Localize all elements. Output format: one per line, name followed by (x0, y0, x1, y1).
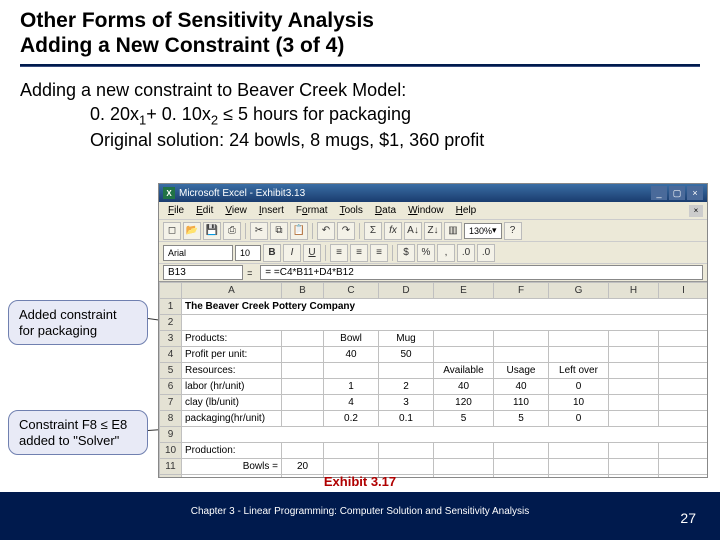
col-C[interactable]: C (324, 283, 379, 299)
menubar: File Edit View Insert Format Tools Data … (159, 202, 707, 220)
title-area: Other Forms of Sensitivity Analysis Addi… (0, 0, 720, 69)
titlebar-text: Microsoft Excel - Exhibit3.13 (179, 188, 305, 199)
cut-icon[interactable]: ✂ (250, 222, 268, 240)
exhibit-label: Exhibit 3.17 (0, 471, 720, 492)
font-box[interactable]: Arial (163, 245, 233, 261)
cell-A1[interactable]: The Beaver Creek Pottery Company (182, 299, 708, 315)
align-right-icon[interactable]: ≡ (370, 244, 388, 262)
row-8[interactable]: 8 (160, 411, 182, 427)
menu-tools[interactable]: Tools (335, 204, 368, 217)
sort-desc-icon[interactable]: Z↓ (424, 222, 442, 240)
autosum-icon[interactable]: Σ (364, 222, 382, 240)
menu-edit[interactable]: Edit (191, 204, 218, 217)
callout-solver: Constraint F8 ≤ E8 added to "Solver" (8, 410, 148, 455)
copy-icon[interactable]: ⧉ (270, 222, 288, 240)
footer-bar: Chapter 3 - Linear Programming: Computer… (0, 492, 720, 540)
name-box[interactable]: B13 (163, 265, 243, 280)
title-underline (20, 64, 700, 67)
row-2[interactable]: 2 (160, 315, 182, 331)
body-text: Adding a new constraint to Beaver Creek … (0, 69, 720, 156)
body-constraint: 0. 20x1+ 0. 10x2 ≤ 5 hours for packaging (20, 103, 700, 129)
formula-box[interactable]: = =C4*B11+D4*B12 (260, 265, 703, 280)
menu-help[interactable]: Help (451, 204, 482, 217)
help-icon[interactable]: ? (504, 222, 522, 240)
menu-file[interactable]: File (163, 204, 189, 217)
row-10[interactable]: 10 (160, 443, 182, 459)
callout-added-constraint: Added constraint for packaging (8, 300, 148, 345)
undo-icon[interactable]: ↶ (317, 222, 335, 240)
row-1[interactable]: 1 (160, 299, 182, 315)
standard-toolbar: ◻ 📂 💾 ⎙ ✂ ⧉ 📋 ↶ ↷ Σ fx A↓ Z↓ ▥ 130% ▾ ? (159, 220, 707, 242)
format-toolbar: Arial 10 B I U ≡ ≡ ≡ $ % , .0 .0 (159, 242, 707, 264)
align-center-icon[interactable]: ≡ (350, 244, 368, 262)
col-G[interactable]: G (549, 283, 609, 299)
underline-icon[interactable]: U (303, 244, 321, 262)
menu-insert[interactable]: Insert (254, 204, 289, 217)
col-A[interactable]: A (182, 283, 282, 299)
col-I[interactable]: I (659, 283, 708, 299)
print-icon[interactable]: ⎙ (223, 222, 241, 240)
open-icon[interactable]: 📂 (183, 222, 201, 240)
redo-icon[interactable]: ↷ (337, 222, 355, 240)
title-line1: Other Forms of Sensitivity Analysis (20, 8, 700, 33)
titlebar[interactable]: X Microsoft Excel - Exhibit3.13 _ ▢ × (159, 184, 707, 202)
bold-icon[interactable]: B (263, 244, 281, 262)
new-icon[interactable]: ◻ (163, 222, 181, 240)
fx-label: = (247, 268, 252, 278)
row-7[interactable]: 7 (160, 395, 182, 411)
col-H[interactable]: H (609, 283, 659, 299)
paste-icon[interactable]: 📋 (290, 222, 308, 240)
spreadsheet-grid[interactable]: A B C D E F G H I 1The Beaver Creek Pott… (159, 282, 707, 477)
chapter-text: Chapter 3 - Linear Programming: Computer… (0, 492, 720, 517)
align-left-icon[interactable]: ≡ (330, 244, 348, 262)
zoom-box[interactable]: 130% ▾ (464, 223, 502, 239)
save-icon[interactable]: 💾 (203, 222, 221, 240)
italic-icon[interactable]: I (283, 244, 301, 262)
body-line3: Original solution: 24 bowls, 8 mugs, $1,… (20, 129, 700, 152)
menu-window[interactable]: Window (403, 204, 449, 217)
currency-icon[interactable]: $ (397, 244, 415, 262)
close-button[interactable]: × (687, 186, 703, 200)
col-D[interactable]: D (379, 283, 434, 299)
comma-icon[interactable]: , (437, 244, 455, 262)
row-5[interactable]: 5 (160, 363, 182, 379)
row-6[interactable]: 6 (160, 379, 182, 395)
body-line1: Adding a new constraint to Beaver Creek … (20, 79, 700, 102)
menu-format[interactable]: Format (291, 204, 333, 217)
dec-decimal-icon[interactable]: .0 (477, 244, 495, 262)
title-line2: Adding a New Constraint (3 of 4) (20, 33, 700, 58)
doc-close-button[interactable]: × (689, 205, 703, 217)
menu-data[interactable]: Data (370, 204, 401, 217)
inc-decimal-icon[interactable]: .0 (457, 244, 475, 262)
sort-asc-icon[interactable]: A↓ (404, 222, 422, 240)
fontsize-box[interactable]: 10 (235, 245, 261, 261)
percent-icon[interactable]: % (417, 244, 435, 262)
formula-bar: B13 = = =C4*B11+D4*B12 (159, 264, 707, 282)
excel-window: X Microsoft Excel - Exhibit3.13 _ ▢ × Fi… (158, 183, 708, 478)
fx-icon[interactable]: fx (384, 222, 402, 240)
excel-icon: X (163, 187, 175, 199)
col-F[interactable]: F (494, 283, 549, 299)
maximize-button[interactable]: ▢ (669, 186, 685, 200)
menu-view[interactable]: View (220, 204, 252, 217)
chart-icon[interactable]: ▥ (444, 222, 462, 240)
col-E[interactable]: E (434, 283, 494, 299)
row-9[interactable]: 9 (160, 427, 182, 443)
page-number: 27 (680, 510, 696, 526)
col-B[interactable]: B (282, 283, 324, 299)
minimize-button[interactable]: _ (651, 186, 667, 200)
row-4[interactable]: 4 (160, 347, 182, 363)
row-3[interactable]: 3 (160, 331, 182, 347)
corner-cell[interactable] (160, 283, 182, 299)
